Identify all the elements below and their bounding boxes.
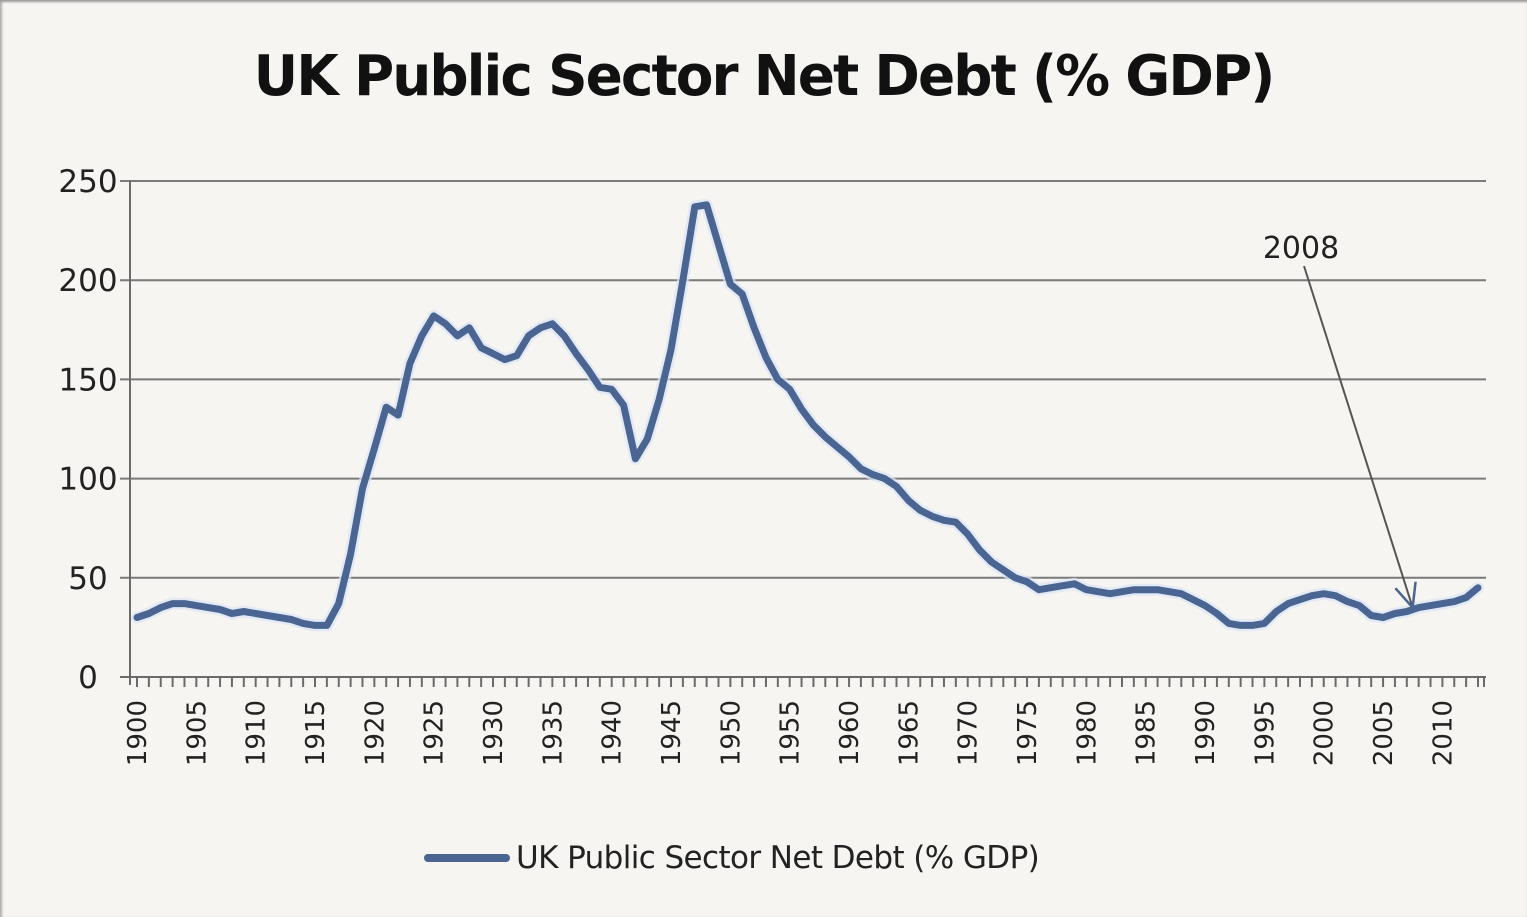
x-tick-label-1915: 1915 [301,700,331,766]
x-tick-label-1910: 1910 [242,700,272,766]
x-tick-label-1940: 1940 [598,700,628,766]
y-tick-label-150: 150 [58,362,117,398]
x-tick-label-1975: 1975 [1013,700,1043,766]
x-tick-label-1950: 1950 [716,700,746,766]
y-tick-label-200: 200 [58,263,117,299]
series-line-0 [133,201,1482,629]
legend-label: UK Public Sector Net Debt (% GDP) [516,840,1040,876]
x-tick-label-2000: 2000 [1310,700,1340,766]
chart-title: UK Public Sector Net Debt (% GDP) [253,44,1276,109]
x-tick-label-1935: 1935 [538,700,568,766]
x-tick-label-1945: 1945 [657,700,687,766]
x-tick-label-1995: 1995 [1250,700,1280,766]
x-tick-label-1955: 1955 [776,700,806,766]
y-tick-label-0: 0 [78,660,98,696]
annotation-arrow-line [1303,265,1414,608]
annotation-arrow-head [1394,581,1417,611]
x-tick-label-1930: 1930 [479,700,509,766]
y-tick-label-50: 50 [68,561,107,597]
x-tick-label-1990: 1990 [1191,700,1221,766]
annotation-group: 2008 [1263,231,1417,611]
x-tick-label-1960: 1960 [835,700,865,766]
x-tick-label-1985: 1985 [1132,700,1162,766]
x-tick-label-2010: 2010 [1428,700,1458,766]
legend-swatch [424,854,510,862]
x-tick-label-1905: 1905 [182,700,212,766]
x-tick-label-1980: 1980 [1072,700,1102,766]
y-tick-label-250: 250 [58,164,117,200]
x-axis: 1900 1905 1910 1915 1920 1925 1930 1935 1940 1945… [120,181,1486,766]
legend: UK Public Sector Net Debt (% GDP) [424,836,1040,880]
x-tick-label-1920: 1920 [360,700,390,766]
y-tick-label-100: 100 [58,462,117,498]
x-tick-label-1900: 1900 [123,700,153,766]
series-group [131,198,1484,632]
x-tick-label-1970: 1970 [954,700,984,766]
x-tick-label-1965: 1965 [894,700,924,766]
y-axis-ticks: 0 50 100 150 200 250 [58,164,117,696]
x-tick-label-2005: 2005 [1369,700,1399,766]
x-tick-label-1925: 1925 [420,700,450,766]
annotation-label: 2008 [1263,231,1339,266]
